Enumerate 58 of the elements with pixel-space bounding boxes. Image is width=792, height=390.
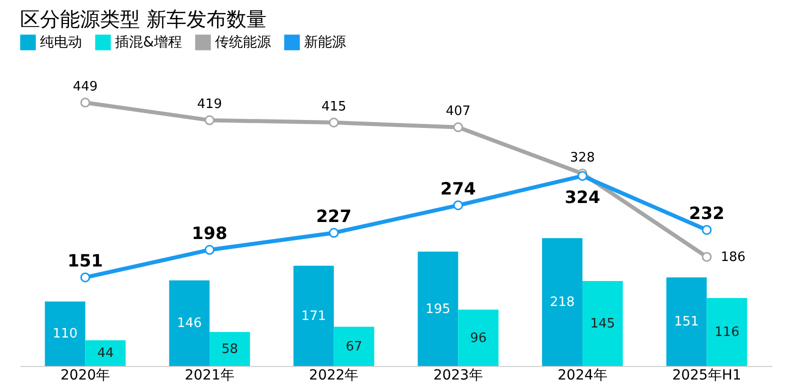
data-label: 324 (564, 188, 600, 208)
point (328, 118, 339, 128)
point (578, 171, 588, 181)
data-label: 328 (570, 150, 595, 166)
data-label: 58 (221, 342, 238, 357)
data-label: 218 (550, 295, 575, 310)
point (204, 115, 214, 126)
data-label: 186 (720, 250, 746, 265)
data-label: 146 (176, 316, 202, 332)
data-label: 67 (346, 339, 362, 354)
bar (666, 277, 707, 366)
legend-label: 插混&增程 (115, 34, 182, 50)
bar (210, 332, 250, 366)
data-label: 145 (590, 316, 616, 332)
legend-label: 传统能源 (215, 34, 271, 50)
x-tick-label: 2023年 (433, 368, 483, 384)
bar (542, 238, 582, 366)
point (80, 272, 90, 282)
bar (706, 298, 748, 366)
bar (458, 310, 499, 366)
data-label: 171 (301, 308, 326, 324)
data-label: 151 (674, 314, 699, 330)
bar (293, 266, 334, 366)
x-tick-label: 2021年 (184, 368, 234, 384)
data-label: 419 (197, 97, 222, 112)
x-tick-label: 2025年H1 (672, 368, 742, 384)
data-label: 195 (426, 302, 450, 317)
data-label: 274 (440, 179, 476, 200)
legend-label: 新能源 (304, 34, 346, 50)
bar (85, 340, 126, 366)
bar (44, 301, 86, 366)
point (204, 244, 214, 255)
data-label: 449 (72, 80, 98, 95)
x-tick-label: 2020年 (60, 368, 110, 384)
point (453, 122, 464, 132)
chart-title: 区分能源类型 新车发布数量 (20, 7, 266, 31)
data-label: 116 (714, 324, 740, 340)
data-label: 198 (192, 224, 228, 244)
point (702, 224, 712, 235)
point (80, 98, 90, 108)
data-label: 44 (97, 346, 114, 362)
bar (169, 280, 210, 366)
data-label: 151 (68, 251, 104, 272)
x-tick-label: 2024年 (558, 368, 608, 384)
bar (418, 252, 458, 366)
data-label: 415 (321, 100, 346, 115)
data-label: 227 (316, 206, 352, 227)
data-label: 232 (688, 204, 724, 224)
data-label: 110 (52, 326, 78, 342)
x-tick-label: 2022年 (309, 368, 359, 384)
bar (582, 280, 623, 366)
bar (334, 326, 374, 366)
legend-label: 纯电动 (40, 34, 82, 50)
point (328, 228, 339, 238)
data-label: 96 (470, 330, 487, 346)
point (702, 252, 712, 262)
point (453, 200, 464, 210)
data-label: 407 (446, 104, 471, 120)
